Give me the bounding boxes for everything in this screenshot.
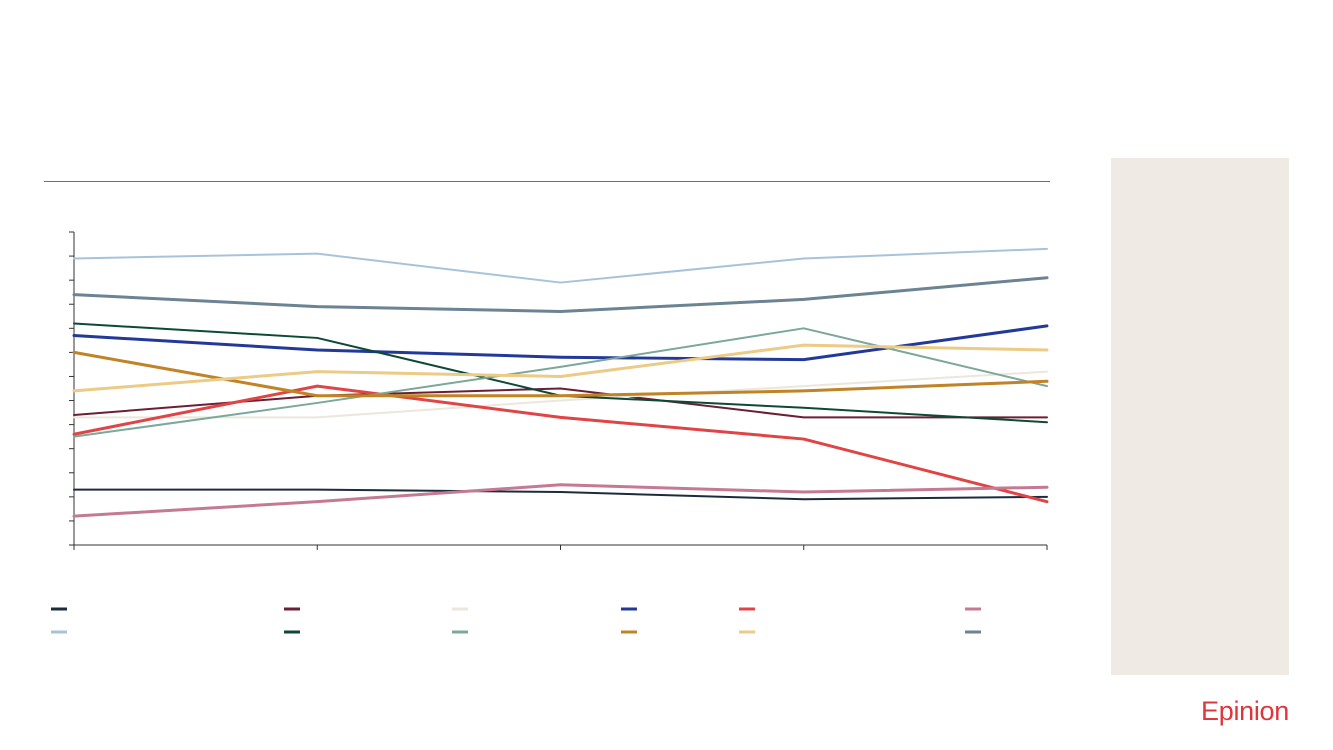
series-line-7 xyxy=(73,247,1048,284)
series-line-4 xyxy=(72,324,1049,362)
series-line-3 xyxy=(73,370,1048,419)
series-line-1 xyxy=(73,488,1048,501)
series-line-8 xyxy=(73,322,1048,424)
chart-axes xyxy=(69,231,1048,550)
series-line-11 xyxy=(72,343,1049,393)
series-line-6 xyxy=(72,483,1049,518)
title-divider xyxy=(44,181,1050,182)
brand-logo: Epinion xyxy=(1201,696,1289,726)
series-line-12 xyxy=(72,276,1049,313)
series-line-10 xyxy=(72,350,1049,398)
series-line-5 xyxy=(72,384,1049,504)
chart-series xyxy=(72,247,1049,518)
side-panel xyxy=(1111,158,1289,675)
chart-legend xyxy=(51,607,981,634)
